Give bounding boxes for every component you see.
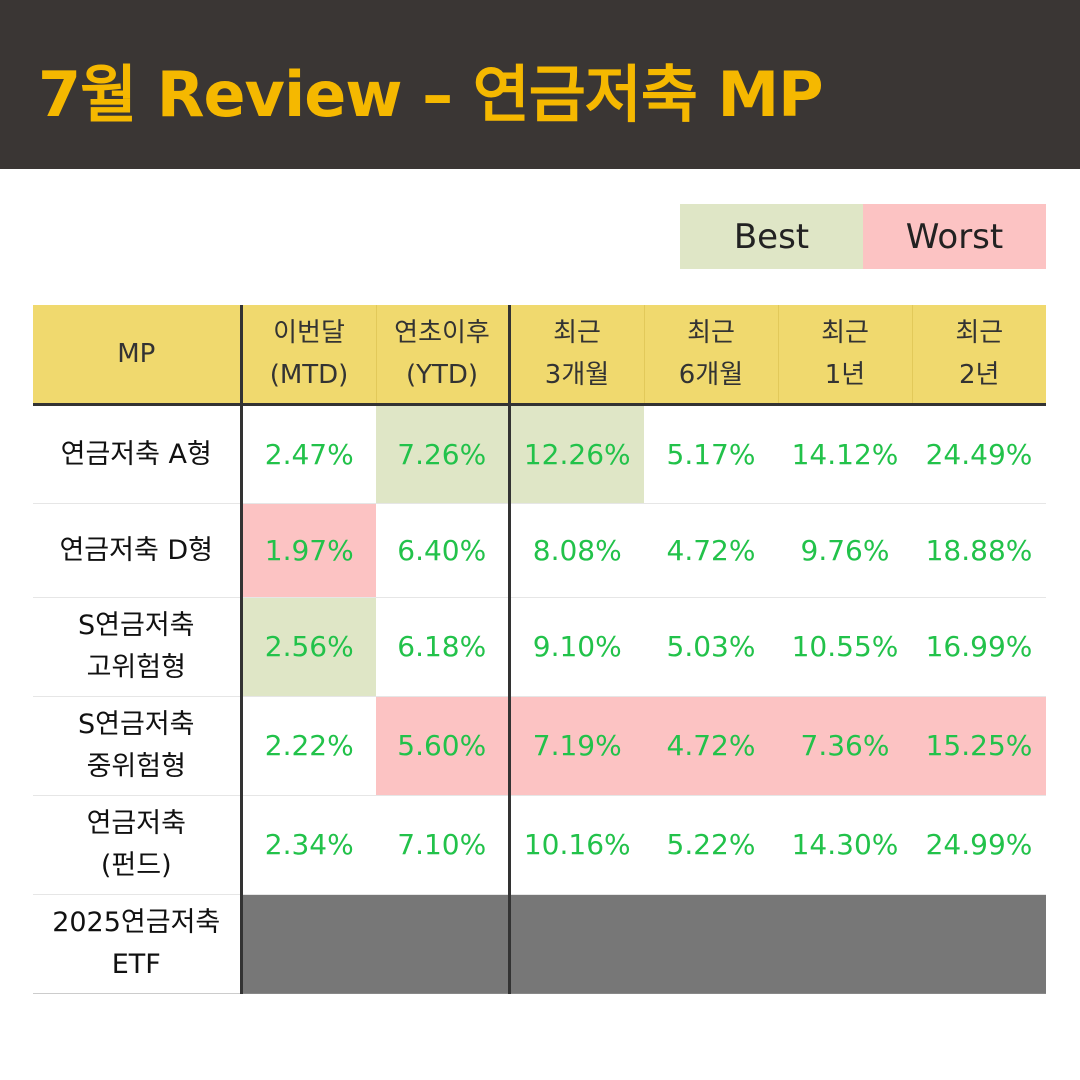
cell-3m: 10.16%: [507, 795, 644, 895]
cell-1y: 9.76%: [778, 503, 912, 598]
cell-mtd: 2.47%: [239, 404, 376, 504]
cell-mtd: 2.34%: [239, 795, 376, 895]
table-row: 연금저축 D형 1.97% 6.40% 8.08% 4.72% 9.76% 18…: [33, 503, 1046, 598]
header-1y: 최근 1년: [777, 305, 912, 406]
cell-mtd: 2.22%: [239, 696, 376, 796]
table-row: S연금저축 고위험형 2.56% 6.18% 9.10% 5.03% 10.55…: [33, 597, 1046, 697]
table-row: 2025연금저축 ETF: [33, 894, 1046, 994]
cell-1y: 14.12%: [778, 404, 912, 504]
header-mtd: 이번달 (MTD): [239, 305, 376, 406]
header-2y: 최근 2년: [911, 305, 1046, 406]
legend-worst-label: Worst: [905, 216, 1004, 257]
cell-6m: 4.72%: [644, 503, 778, 598]
header-mp: MP: [33, 305, 241, 406]
empty-cell-short-term: [239, 894, 509, 994]
cell-mtd: 2.56%: [239, 597, 376, 697]
cell-ytd: 7.10%: [376, 795, 509, 895]
table-header-row: MP 이번달 (MTD) 연초이후 (YTD) 최근 3개월 최근 6개월 최근…: [33, 305, 1046, 406]
row-label: 2025연금저축 ETF: [33, 894, 241, 994]
cell-ytd: 6.18%: [376, 597, 509, 697]
cell-ytd: 5.60%: [376, 696, 509, 796]
cell-3m: 7.19%: [507, 696, 644, 796]
table-row: S연금저축 중위험형 2.22% 5.60% 7.19% 4.72% 7.36%…: [33, 696, 1046, 796]
cell-1y: 7.36%: [778, 696, 912, 796]
cell-2y: 15.25%: [912, 696, 1046, 796]
header-3m: 최근 3개월: [507, 305, 644, 406]
header-bar: 7월 Review – 연금저축 MP: [0, 0, 1080, 169]
table-row: 연금저축 A형 2.47% 7.26% 12.26% 5.17% 14.12% …: [33, 404, 1046, 504]
legend-best-label: Best: [733, 216, 810, 257]
cell-2y: 24.99%: [912, 795, 1046, 895]
row-label: S연금저축 중위험형: [33, 696, 241, 796]
cell-2y: 24.49%: [912, 404, 1046, 504]
cell-6m: 5.17%: [644, 404, 778, 504]
header-ytd: 연초이후 (YTD): [375, 305, 509, 406]
row-label: 연금저축 D형: [33, 503, 241, 598]
row-label: S연금저축 고위험형: [33, 597, 241, 697]
cell-3m: 12.26%: [507, 404, 644, 504]
cell-2y: 16.99%: [912, 597, 1046, 697]
cell-6m: 5.22%: [644, 795, 778, 895]
header-6m: 최근 6개월: [643, 305, 778, 406]
cell-1y: 10.55%: [778, 597, 912, 697]
performance-table: MP 이번달 (MTD) 연초이후 (YTD) 최근 3개월 최근 6개월 최근…: [33, 305, 1046, 994]
legend-worst: Worst: [863, 204, 1046, 269]
cell-1y: 14.30%: [778, 795, 912, 895]
cell-6m: 4.72%: [644, 696, 778, 796]
empty-cell-long-term: [507, 894, 1046, 994]
cell-ytd: 7.26%: [376, 404, 509, 504]
table-row: 연금저축 (펀드) 2.34% 7.10% 10.16% 5.22% 14.30…: [33, 795, 1046, 895]
legend-best: Best: [680, 204, 863, 269]
cell-2y: 18.88%: [912, 503, 1046, 598]
cell-3m: 8.08%: [507, 503, 644, 598]
cell-mtd: 1.97%: [239, 503, 376, 598]
page-title: 7월 Review – 연금저축 MP: [38, 58, 824, 131]
cell-ytd: 6.40%: [376, 503, 509, 598]
cell-6m: 5.03%: [644, 597, 778, 697]
row-label: 연금저축 (펀드): [33, 795, 241, 895]
row-label: 연금저축 A형: [33, 404, 241, 504]
cell-3m: 9.10%: [507, 597, 644, 697]
